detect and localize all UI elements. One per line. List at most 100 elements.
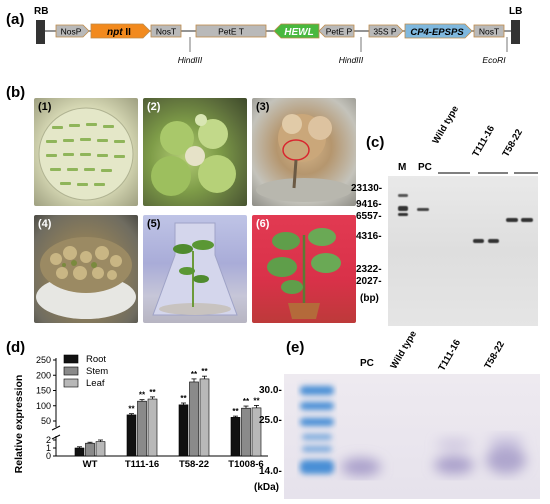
nost-label-2: NosT (479, 27, 499, 37)
y-tick-label: 1 (46, 443, 51, 453)
legend-swatch-leaf (63, 378, 79, 388)
panel-label-c: (c) (366, 134, 385, 151)
western-lane-label-t111-16: T111-16 (436, 337, 464, 373)
pc-band (417, 208, 429, 211)
bp-marker-23130: 23130- (351, 183, 383, 194)
relative-expression-chart: Relative expression 50 100 150 200 250 012 WT… (13, 354, 268, 474)
legend-label-stem: Stem (86, 366, 108, 377)
x-tick-label: T58-22 (179, 459, 209, 470)
panel-label-d: (d) (6, 339, 26, 356)
pete-terminator-element (195, 24, 267, 38)
bp-marker-9416: 9416- (356, 199, 382, 210)
photo-number-6: (6) (256, 218, 270, 230)
bar-root-t1008-6 (230, 417, 241, 457)
bp-marker-6557: 6557- (356, 211, 382, 222)
nptii-element (90, 23, 151, 39)
pete-promoter-element (318, 24, 355, 38)
bar-leaf-t58-22 (199, 378, 210, 457)
lane-label-t58-22: T58-22 (500, 127, 526, 159)
western-lane-label-wild-type: Wild type (388, 329, 420, 371)
t111-16-protein-band (434, 456, 474, 474)
panel-label-a: (a) (6, 11, 25, 28)
significance-label: ** (191, 370, 198, 379)
bar-stem-t58-22 (189, 381, 199, 457)
pete-promoter-label: PetE P (326, 27, 353, 37)
axis-break-mark (51, 425, 61, 431)
western-lane-label-pc: PC (360, 358, 374, 369)
y-tick-label: 250 (36, 355, 51, 365)
nost-element-1 (150, 24, 182, 38)
significance-label: ** (149, 388, 156, 397)
hindiii-site-1-label: HindIII (178, 55, 203, 65)
legend-label-root: Root (86, 354, 106, 365)
photo-green-callus: (2) (143, 98, 247, 206)
nosp-element (55, 24, 90, 38)
y-tick-label: 2 (46, 435, 51, 445)
legend-label-leaf: Leaf (86, 378, 105, 389)
kda-marker-30: 30.0- (259, 385, 282, 396)
rb-label: RB (34, 6, 48, 17)
nosp-label: NosP (61, 27, 82, 37)
significance-label: ** (139, 391, 146, 400)
cp4-epsps-label: CP4-EPSPS (410, 27, 464, 38)
lane-group-lines (438, 172, 538, 174)
marker-band (398, 194, 408, 197)
hewl-label: HEWL (284, 27, 313, 38)
marker-band (398, 206, 408, 211)
t58-22-band-1 (506, 218, 518, 222)
bar-stem-t111-16 (137, 400, 147, 457)
nptii-label: npt II (107, 27, 131, 38)
bar-leaf-t111-16 (147, 398, 158, 457)
photo-number-4: (4) (38, 218, 52, 230)
bar-leaf-wt (95, 441, 106, 457)
photo-number-1: (1) (38, 101, 52, 113)
panel-label-b: (b) (6, 84, 26, 101)
y-tick-label: 0 (46, 451, 51, 461)
x-tick-label: WT (83, 459, 98, 470)
panel-label-e: (e) (286, 339, 305, 356)
y-tick-label: 100 (36, 401, 51, 411)
significance-label: ** (180, 394, 187, 403)
lb-border-block (511, 20, 520, 44)
photo-number-3: (3) (256, 101, 270, 113)
nost-label-1: NosT (156, 27, 176, 37)
t111-16-band-1 (473, 239, 484, 243)
x-tick-label: T111-16 (125, 459, 159, 470)
photo-embryogenic-callus: (3) (252, 98, 356, 206)
photo-number-2: (2) (147, 101, 161, 113)
bp-unit-label: (bp) (360, 293, 379, 304)
western-blot-membrane (284, 374, 540, 499)
lane-label-wild-type: Wild type (430, 104, 462, 146)
y-axis-label: Relative expression (13, 375, 25, 474)
photo-explants-on-plate: (1) (34, 98, 138, 206)
western-lane-label-t58-22: T58-22 (482, 339, 508, 371)
rb-border-block (36, 20, 45, 44)
bar-root-t111-16 (126, 414, 137, 457)
kda-marker-25: 25.0- (259, 415, 282, 426)
significance-label: ** (128, 405, 135, 414)
hindiii-site-2-label: HindIII (339, 55, 364, 65)
x-tick-label: T1008-6 (228, 459, 263, 470)
lane-label-pc: PC (418, 162, 432, 173)
y-tick-label: 150 (36, 386, 51, 396)
legend-swatch-stem (63, 366, 79, 376)
lb-label: LB (509, 6, 522, 17)
pc-protein-band (341, 458, 381, 476)
bp-marker-2322: 2322- (356, 264, 382, 275)
35s-promoter-label: 35S P (373, 27, 396, 37)
bar-leaf-t1008-6 (251, 407, 262, 457)
lane-label-t111-16: T111-16 (470, 123, 498, 159)
bar-stem-wt (85, 442, 95, 457)
cp4-epsps-element (404, 23, 473, 39)
photo-number-5: (5) (147, 218, 161, 230)
t-dna-construct-diagram: RB LB NosP npt II NosT PetE T HEWL PetE … (34, 6, 522, 65)
bp-marker-4316: 4316- (356, 231, 382, 242)
significance-label: ** (201, 367, 208, 376)
marker-band (398, 213, 408, 216)
significance-label: ** (253, 396, 260, 405)
t58-22-band-2 (521, 218, 533, 222)
photo-potted-plant: (6) (252, 215, 356, 323)
y-tick-label: 50 (41, 416, 51, 426)
bar-stem-t1008-6 (241, 407, 251, 457)
axis-break-mark (51, 434, 61, 440)
